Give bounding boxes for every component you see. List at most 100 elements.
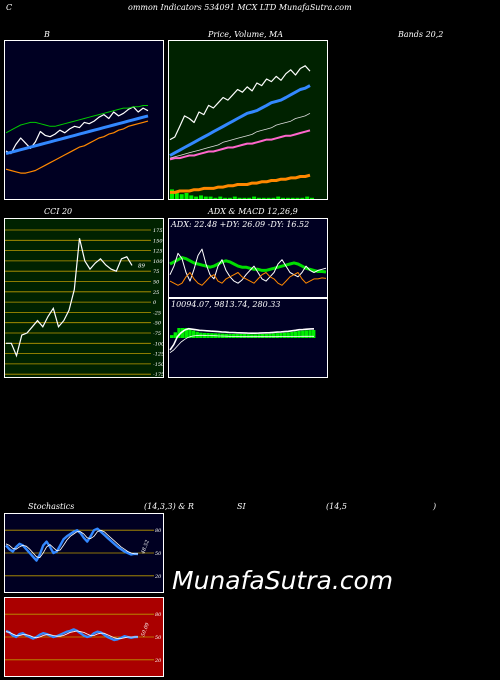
volume-bar	[295, 197, 300, 199]
macd-histogram-bar	[312, 330, 316, 338]
macd-histogram-bar	[271, 333, 276, 338]
volume-bar	[194, 196, 199, 199]
macd-histogram-bar	[188, 328, 192, 338]
volume-bar	[203, 196, 208, 199]
panel-background	[168, 218, 328, 298]
volume-bar	[174, 191, 179, 199]
stoch-current-label: 48.52	[140, 539, 151, 555]
cci-tick-label: 150	[153, 238, 163, 244]
pv-ma-fast-line	[169, 84, 311, 157]
volume-bar	[290, 197, 295, 199]
volume-bar	[285, 197, 290, 199]
rsi-tick-label: 50	[155, 635, 162, 641]
cci-current-label: 89	[138, 263, 145, 269]
volume-bar	[170, 189, 174, 199]
macd-histogram-bar	[275, 333, 279, 338]
macd-histogram-bar	[235, 333, 239, 338]
cci-tick-label: -25	[153, 310, 161, 316]
adx-plusdi-line	[169, 248, 327, 284]
adx-chart	[168, 218, 328, 298]
cci-tick-label: 125	[153, 249, 163, 255]
cci-tick-label: 75	[153, 269, 159, 275]
macd-macd-line	[169, 327, 315, 351]
macd-histogram-bar	[184, 328, 188, 338]
macd-histogram-bar	[279, 333, 283, 338]
panel-background	[4, 40, 164, 200]
cci-tick-label: -100	[153, 341, 164, 347]
bollinger-title: B	[44, 30, 50, 39]
volume-bar	[199, 195, 203, 199]
stoch-tick-label: 80	[155, 528, 162, 534]
volume-bar	[305, 196, 310, 199]
rsi-chart: 80 50 20 50.09	[4, 597, 164, 677]
rsi-tick-label: 80	[155, 612, 162, 618]
pv-price-line	[169, 65, 311, 141]
macd-histogram-bar	[242, 334, 247, 338]
macd-histogram-bar	[246, 334, 250, 338]
price-title: Price, Volume, MA	[208, 30, 284, 39]
adx-values: ADX: 22.48 +DY: 26.09 -DY: 16.52	[171, 220, 310, 229]
rsi-params-close: )	[433, 502, 437, 511]
cci-tick-label: -75	[153, 331, 161, 337]
macd-histogram-bar	[231, 333, 236, 338]
macd-values: 10094.07, 9813.74, 280.33	[171, 300, 281, 309]
macd-chart	[168, 298, 328, 378]
volume-bar	[223, 197, 228, 199]
rsi-rsi-ma-line	[5, 630, 139, 639]
rsi-title: SI	[237, 502, 246, 511]
volume-bar	[271, 197, 276, 199]
pv-ma-slow-line	[169, 129, 311, 161]
macd-histogram-bar	[239, 333, 243, 338]
rsi-params: (14,5	[326, 502, 347, 511]
stoch-pct-k-line	[5, 527, 139, 562]
volume-bar	[310, 197, 314, 199]
cci-tick-label: 50	[153, 280, 160, 286]
brand-watermark: MunafaSutra.com	[172, 566, 394, 595]
bollinger-chart	[4, 40, 164, 200]
volume-bar	[179, 194, 184, 199]
stoch-tick-label: 50	[155, 551, 162, 557]
macd-histogram-bar	[180, 328, 185, 338]
volume-bar	[189, 195, 194, 199]
cci-tick-label: -125	[153, 352, 164, 358]
cci-line	[6, 238, 133, 358]
macd-histogram-bar	[195, 331, 199, 338]
panel-background	[4, 218, 164, 378]
volume-bar	[232, 196, 237, 199]
volume-bar	[242, 197, 247, 199]
volume-bar	[237, 197, 242, 199]
macd-histogram-bar	[264, 333, 269, 338]
volume-bar	[266, 197, 271, 199]
macd-histogram-bar	[282, 332, 287, 338]
cci-chart: 175 150 125 100 75 50 25 0 -25 -50 -75 -100 -125 -150…	[4, 218, 164, 378]
volume-bar	[208, 196, 213, 199]
pv-volume-ma-line	[170, 173, 311, 194]
bb-upper-line	[5, 105, 148, 134]
macd-histogram-bar	[253, 334, 258, 338]
header-left: C	[6, 3, 13, 12]
cci-tick-label: 100	[153, 259, 163, 265]
rsi-tick-label: 20	[154, 658, 162, 664]
volume-bar	[247, 197, 252, 199]
bands-title: Bands 20,2	[398, 30, 444, 39]
volume-bar	[227, 197, 232, 199]
stoch-pct-d-line	[5, 529, 138, 558]
stoch-tick-label: 20	[154, 574, 162, 580]
cci-tick-label: -50	[153, 321, 162, 327]
volume-bar	[276, 196, 281, 199]
macd-histogram-bar	[257, 334, 261, 338]
pv-ma-mid-line	[169, 112, 311, 159]
volume-bar	[218, 196, 223, 199]
cci-tick-label: 0	[153, 300, 157, 306]
volume-bar	[213, 197, 218, 199]
cci-tick-label: -150	[153, 362, 164, 368]
cci-title: CCI 20	[44, 207, 73, 216]
adx-minusdi-line	[169, 272, 327, 286]
macd-histogram-bar	[290, 331, 294, 338]
macd-histogram-bar	[177, 328, 181, 338]
macd-histogram-bar	[301, 330, 305, 338]
volume-bar	[184, 193, 189, 199]
adx-title: ADX & MACD 12,26,9	[208, 207, 298, 216]
bb-lower-line	[5, 120, 149, 174]
macd-histogram-bar	[308, 330, 312, 338]
